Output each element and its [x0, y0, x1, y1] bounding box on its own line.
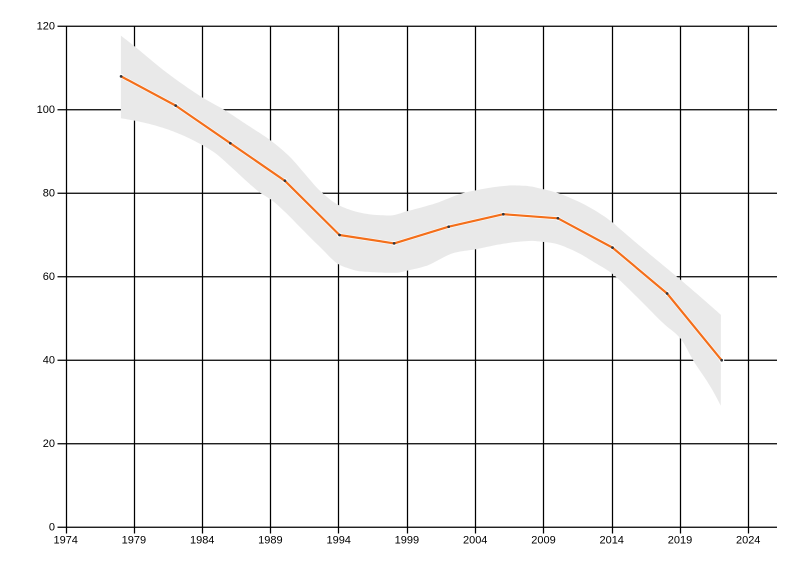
svg-text:1979: 1979 [122, 534, 146, 546]
svg-text:1999: 1999 [395, 534, 419, 546]
svg-text:40: 40 [43, 355, 55, 367]
svg-text:2024: 2024 [736, 534, 760, 546]
svg-text:2009: 2009 [531, 534, 555, 546]
svg-text:0: 0 [49, 522, 55, 534]
svg-text:100: 100 [37, 104, 55, 116]
svg-text:60: 60 [43, 271, 55, 283]
svg-text:1994: 1994 [326, 534, 350, 546]
svg-text:120: 120 [37, 21, 55, 33]
svg-text:2019: 2019 [668, 534, 692, 546]
svg-text:2004: 2004 [463, 534, 487, 546]
svg-text:20: 20 [43, 438, 55, 450]
svg-text:80: 80 [43, 188, 55, 200]
svg-text:1989: 1989 [258, 534, 282, 546]
svg-text:1984: 1984 [190, 534, 214, 546]
svg-text:1974: 1974 [53, 534, 77, 546]
svg-text:2014: 2014 [599, 534, 623, 546]
